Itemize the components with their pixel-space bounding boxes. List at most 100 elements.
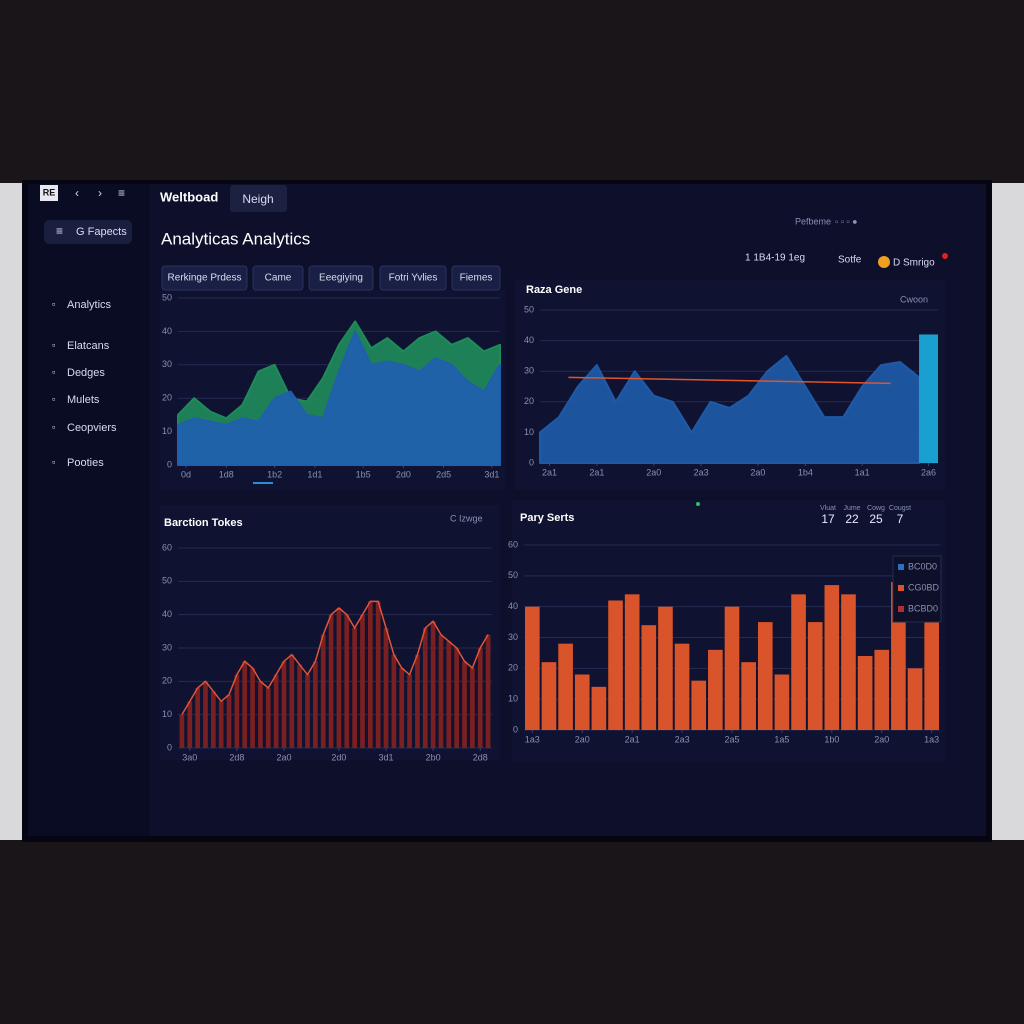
sidebar-icon[interactable]: ▫ (52, 300, 56, 311)
x-tick-label: 0d (181, 469, 191, 479)
date-picker[interactable]: 1 1B4-19 1eg (745, 253, 805, 264)
bar (187, 701, 193, 748)
menu-icon[interactable]: ≡ (118, 186, 125, 200)
y-tick-label: 30 (524, 366, 534, 376)
bar (658, 606, 673, 730)
filter-tab-label[interactable]: Rerkinge Prdess (168, 273, 242, 284)
y-tick-label: 40 (162, 326, 172, 336)
chart-title: Pary Serts (520, 512, 574, 524)
filter-tab-label[interactable]: Eeegiying (319, 273, 363, 284)
sidebar-item[interactable]: Ceopviers (67, 422, 117, 434)
bar (391, 654, 397, 748)
stat-value: 25 (869, 512, 883, 526)
x-tick-label: 3a0 (182, 752, 197, 762)
menu-button[interactable] (44, 220, 132, 244)
bar (541, 662, 557, 730)
filter-tab-label[interactable]: Came (265, 273, 292, 284)
x-tick-label: 3d1 (379, 752, 394, 762)
y-tick-label: 10 (162, 709, 172, 719)
forward-icon[interactable]: › (98, 186, 102, 200)
x-tick-label: 1a3 (924, 734, 939, 744)
x-tick-label: 2a5 (724, 734, 739, 744)
x-tick-label: 1b5 (356, 469, 371, 479)
chart-control[interactable]: C Izwge (450, 513, 483, 523)
y-tick-label: 60 (162, 542, 172, 552)
filter-tab[interactable] (379, 265, 447, 291)
bar (375, 601, 381, 748)
bar (691, 680, 707, 730)
profile-label[interactable]: Pefbeme (795, 216, 831, 226)
filter-tab[interactable] (308, 265, 374, 291)
x-tick-label: 2a3 (675, 734, 690, 744)
bar (210, 691, 216, 748)
user-name[interactable]: D Smrigo (893, 258, 935, 269)
bar (203, 681, 208, 748)
sidebar-icon[interactable]: ▫ (52, 423, 56, 434)
x-tick-label: 2b0 (426, 752, 441, 762)
bar-outline (181, 600, 489, 716)
stat-label: Cowg (867, 505, 885, 512)
chart-control[interactable]: Cwoon (900, 294, 928, 304)
y-tick-label: 50 (162, 292, 172, 302)
sidebar-icon[interactable]: ▫ (52, 341, 56, 352)
filter-tab[interactable] (161, 265, 248, 291)
tab-label[interactable]: Neigh (242, 192, 273, 206)
sidebar-icon[interactable]: ▫ (52, 368, 56, 379)
stat-label: Vluat (820, 505, 836, 512)
bar (524, 606, 540, 730)
legend-label: BC0D0 (908, 561, 937, 571)
y-tick-label: 10 (524, 427, 534, 437)
bar (907, 668, 923, 730)
y-tick-label: 0 (167, 742, 172, 752)
bar (724, 606, 740, 730)
filter-tab[interactable] (451, 265, 501, 291)
bar (454, 648, 460, 748)
tab-button[interactable] (230, 185, 287, 212)
filter-tab-label[interactable]: Fotri Yvlies (389, 273, 438, 284)
highlight-bar (919, 334, 938, 463)
bar (924, 606, 940, 730)
x-tick-label: 1b4 (798, 467, 813, 477)
sidebar-item[interactable]: Analytics (67, 299, 112, 311)
bar (841, 594, 856, 730)
y-tick-label: 40 (508, 601, 518, 611)
stat-value: 17 (821, 512, 835, 526)
sidebar (28, 184, 150, 836)
sidebar-item[interactable]: Elatcans (67, 340, 110, 352)
bar (242, 661, 248, 748)
y-tick-label: 0 (167, 459, 172, 469)
icons: ▫ ▫ ▫ ● (835, 216, 858, 226)
user-avatar[interactable] (878, 256, 890, 268)
back-icon[interactable]: ‹ (75, 186, 79, 200)
legend-label: BCBD0 (908, 603, 938, 613)
logo-box (40, 185, 58, 201)
sidebar-icon[interactable]: ▫ (52, 395, 56, 406)
y-tick-label: 20 (524, 396, 534, 406)
sidebar-item[interactable]: Mulets (67, 394, 100, 406)
y-tick-label: 60 (508, 539, 518, 549)
bar (344, 614, 350, 748)
bar (320, 634, 326, 748)
sidebar-item[interactable]: Dedges (67, 367, 105, 379)
trend-line (568, 376, 891, 385)
filter-tab-label[interactable]: Fiemes (460, 273, 493, 284)
sidebar-item[interactable]: Pooties (67, 457, 104, 469)
chart-title: Raza Gene (526, 284, 582, 296)
status-dot (696, 502, 700, 506)
y-tick-label: 10 (508, 694, 518, 704)
bar (624, 594, 640, 730)
x-tick-label: 1b2 (267, 469, 282, 479)
bar (874, 649, 890, 730)
bar (438, 634, 444, 748)
bar (774, 674, 790, 730)
x-tick-label: 2d8 (229, 752, 244, 762)
bar (591, 686, 607, 730)
settings-label[interactable]: Sotfe (838, 255, 862, 266)
menu-icon[interactable]: ≡ (56, 224, 63, 238)
logo: RE (43, 187, 56, 197)
menu-label[interactable]: G Fapects (76, 226, 127, 238)
filter-tab[interactable] (252, 265, 304, 291)
x-tick-label: 1a5 (774, 734, 789, 744)
sidebar-icon[interactable]: ▫ (52, 458, 56, 469)
